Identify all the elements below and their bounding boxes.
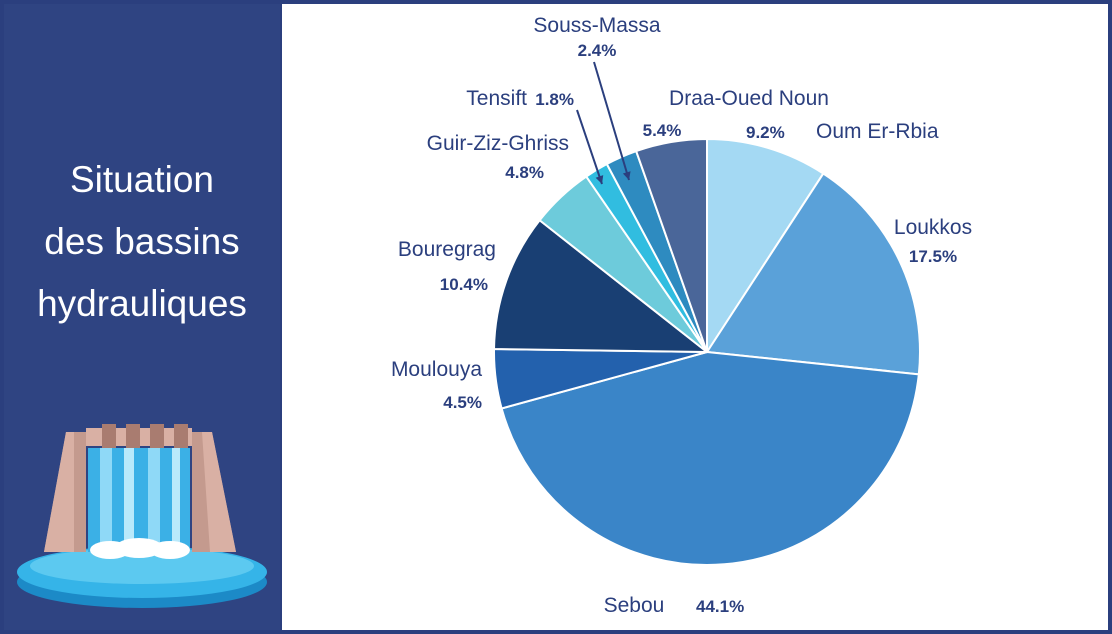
leader-line-tensift [576, 109, 603, 185]
pie-slice-draa-oued-noun [634, 137, 708, 353]
slice-value-draa-oued-noun: 5.4% [643, 121, 682, 140]
slice-label-loukkos: Loukkos [894, 216, 972, 239]
slice-label-oum-er-rbia: Oum Er-Rbia [816, 120, 939, 143]
slice-label-sebou: Sebou [604, 594, 665, 617]
sidebar: Situation des bassins hydrauliques [4, 4, 280, 630]
slice-value-loukkos: 17.5% [909, 247, 957, 266]
sidebar-title-line-1: Situation [70, 159, 214, 200]
leader-arrow-souss-massa [622, 171, 631, 180]
slice-value-souss-massa: 2.4% [578, 41, 617, 60]
pie-slice-bouregrag [493, 218, 710, 354]
slice-label-draa-oued-noun: Draa-Oued Noun [669, 87, 829, 110]
slice-label-tensift: Tensift [466, 87, 527, 110]
pie-slice-oum-er-rbia [706, 137, 825, 356]
slice-value-bouregrag: 10.4% [440, 275, 488, 294]
chart-panel: Oum Er-Rbia 9.2% Loukkos 17.5% Sebou 44.1% Mou… [282, 4, 1108, 630]
slice-value-moulouya: 4.5% [443, 393, 482, 412]
slice-value-oum-er-rbia: 9.2% [746, 123, 785, 142]
slice-label-bouregrag: Bouregrag [398, 238, 496, 261]
slice-value-tensift: 1.8% [535, 90, 574, 109]
sidebar-title-line-2: des bassins [44, 221, 240, 262]
sidebar-title: Situation des bassins hydrauliques [4, 149, 280, 335]
slice-value-guir-ziz-ghriss: 4.8% [505, 163, 544, 182]
pie-chart: Oum Er-Rbia 9.2% Loukkos 17.5% Sebou 44.1% Mou… [391, 14, 972, 617]
slice-label-guir-ziz-ghriss: Guir-Ziz-Ghriss [427, 132, 569, 155]
slice-label-moulouya: Moulouya [391, 358, 482, 381]
slice-value-sebou: 44.1% [696, 597, 744, 616]
pie-slice-loukkos [705, 172, 921, 376]
leader-arrow-tensift [595, 175, 604, 184]
dam-waterfall-icon [17, 424, 267, 608]
sidebar-title-line-3: hydrauliques [37, 283, 247, 324]
slice-label-souss-massa: Souss-Massa [533, 14, 661, 37]
pie-slice-sebou [500, 350, 920, 566]
leader-line-souss-massa [593, 61, 630, 181]
